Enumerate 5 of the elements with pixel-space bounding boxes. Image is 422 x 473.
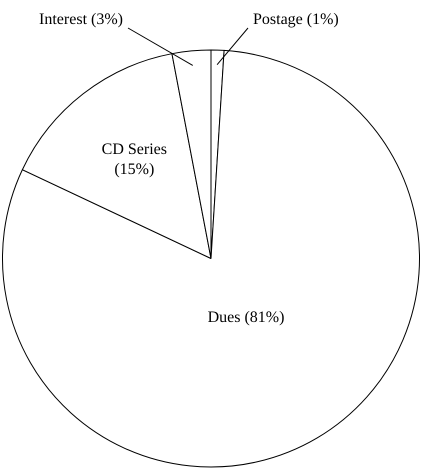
slice-label: CD Series <box>102 140 167 158</box>
slice-label: Dues (81%) <box>208 308 284 326</box>
slice-label: Postage (1%) <box>253 11 339 28</box>
data-label: (15%) <box>114 160 154 178</box>
slice-label: Interest (3%) <box>39 11 123 28</box>
